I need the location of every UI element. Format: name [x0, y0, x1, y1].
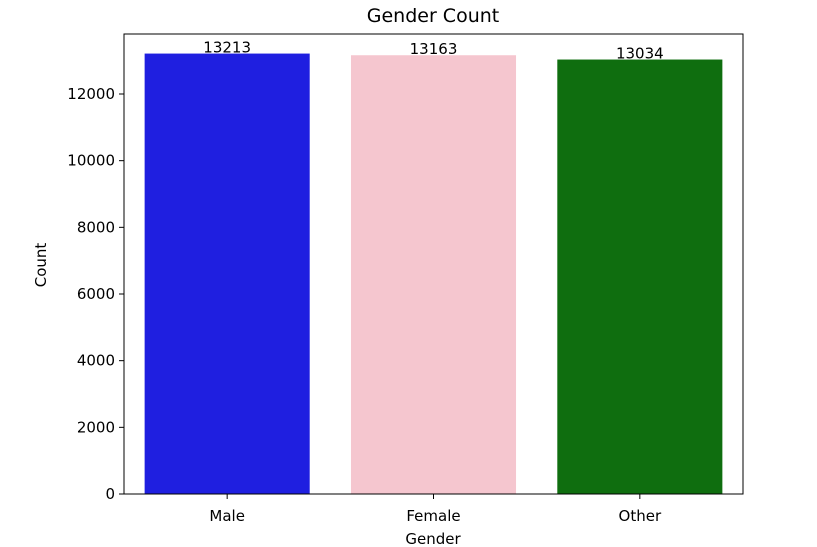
x-tick-label-female: Female	[406, 507, 460, 525]
data-label-other: 13034	[616, 45, 664, 63]
plot-area: 13213 13163 13034	[144, 39, 723, 495]
x-axis: Male Female Other	[209, 494, 662, 525]
y-tick-label: 10000	[67, 152, 115, 170]
y-tick-label: 8000	[77, 218, 115, 236]
chart-title: Gender Count	[367, 5, 499, 27]
y-tick-label: 6000	[77, 285, 115, 303]
bar-male	[144, 53, 310, 495]
y-axis-label: Count	[32, 243, 50, 288]
y-tick-label: 2000	[77, 418, 115, 436]
y-axis: 0 2000 4000 6000 8000 10000 12000	[67, 85, 124, 503]
data-label-female: 13163	[410, 40, 458, 58]
bar-female	[350, 55, 517, 494]
x-tick-label-male: Male	[209, 507, 245, 525]
y-tick-label: 4000	[77, 352, 115, 370]
y-tick-label: 0	[105, 485, 115, 503]
x-axis-label: Gender	[405, 530, 461, 547]
data-label-male: 13213	[203, 39, 251, 57]
x-tick-label-other: Other	[619, 507, 662, 525]
bar-other	[557, 59, 723, 495]
y-tick-label: 12000	[67, 85, 115, 103]
